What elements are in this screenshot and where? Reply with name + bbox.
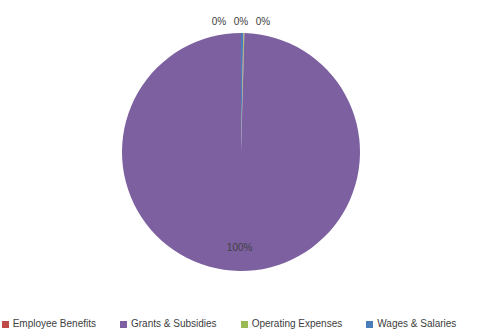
- svg-text:0%: 0%: [212, 16, 227, 27]
- svg-text:0%: 0%: [256, 16, 271, 27]
- html-text:Wages & Salaries: Wages & Salaries: [377, 318, 457, 329]
- svg-text:100%: 100%: [227, 242, 253, 253]
- html-text:Employee Benefits: Employee Benefits: [12, 318, 96, 329]
- svg-text:0%: 0%: [234, 16, 249, 27]
- html-text:Grants & Subsidies: Grants & Subsidies: [131, 318, 217, 329]
- html-text:Operating Expenses: Operating Expenses: [251, 318, 343, 329]
